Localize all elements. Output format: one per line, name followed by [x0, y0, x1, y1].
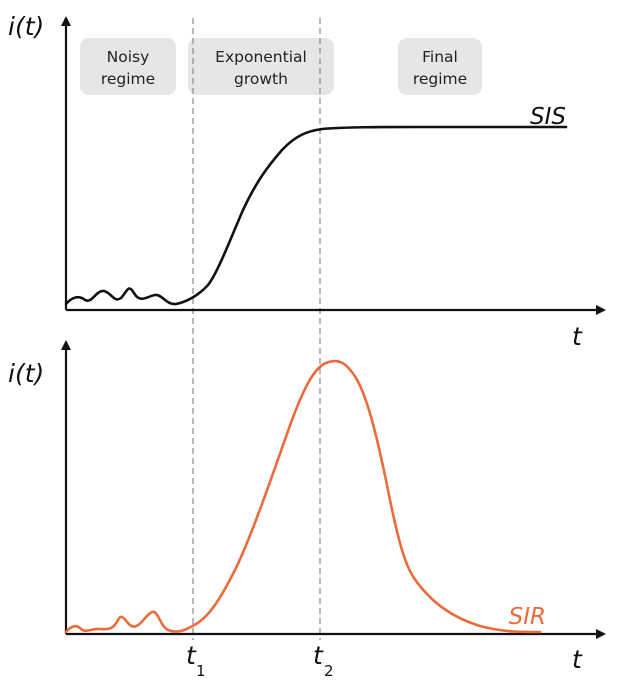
sis-curve-label: SIS [530, 104, 566, 130]
sis-curve [64, 125, 568, 306]
regime-exponential-line1: Exponential [215, 48, 307, 66]
top-y-axis-label: i(t) [8, 12, 44, 41]
sir-curve [64, 359, 542, 634]
t1-marker: t 1 [186, 641, 206, 680]
regime-box-bg [188, 38, 334, 95]
regime-box-bg [398, 38, 482, 95]
regime-box-final: Final regime [398, 38, 482, 95]
regime-final-line2: regime [413, 70, 467, 88]
regime-box-exponential: Exponential growth [188, 38, 334, 95]
top-panel: i(t) t SIS [8, 12, 606, 351]
sir-curve-label: SIR [509, 604, 546, 630]
bottom-panel: i(t) t SIR [8, 340, 606, 674]
bottom-x-axis-label: t [572, 645, 583, 674]
regime-box-bg [80, 38, 176, 95]
regime-exponential-line2: growth [234, 70, 288, 88]
regime-noisy-line1: Noisy [107, 48, 150, 66]
regime-noisy-line2: regime [101, 70, 155, 88]
t2-marker-subscript: 2 [324, 662, 334, 680]
t1-marker-subscript: 1 [196, 662, 206, 680]
t1-marker-base: t [186, 641, 197, 670]
t2-marker-base: t [313, 641, 324, 670]
regime-box-noisy: Noisy regime [80, 38, 176, 95]
regime-final-line1: Final [422, 48, 458, 66]
bottom-y-axis-label: i(t) [8, 359, 44, 388]
t2-marker: t 2 [313, 641, 334, 680]
top-x-axis-label: t [572, 322, 583, 351]
